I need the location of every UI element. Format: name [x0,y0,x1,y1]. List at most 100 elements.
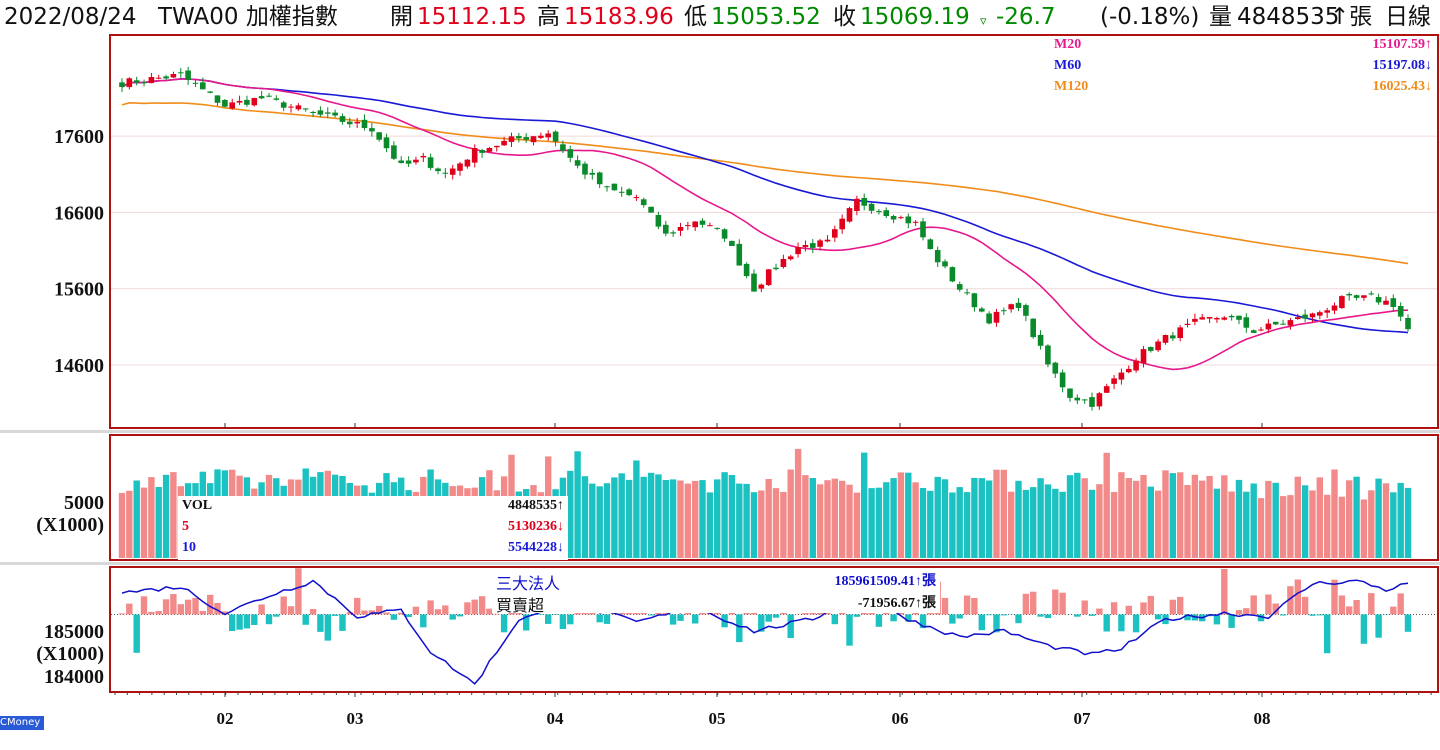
inst-bar [1154,614,1162,620]
inst-bar [1110,602,1118,615]
inst-bar [258,604,265,615]
candle-body [839,218,845,230]
volume-bar [750,492,758,558]
candle-body [332,112,338,116]
inst-bar [1279,614,1287,616]
volume-bar [1272,482,1279,558]
vol10-label: 10 [182,540,196,555]
candle-body [1184,323,1191,325]
volume-bar [993,469,1000,558]
candle-body [288,106,294,108]
volume-bar [1015,480,1022,558]
candle-body [611,183,618,191]
inst-bar [500,614,508,633]
candle-body [494,145,500,148]
inst-bar [677,614,684,621]
inst-bar [846,614,853,646]
quote-header: 2022/08/24 TWA00 加權指數 開 15112.15 高 15183… [0,0,1440,34]
candle-body [1228,315,1235,318]
volume-bar [1221,475,1228,558]
inst-bar [1118,614,1125,632]
inst-bar [1088,614,1096,616]
candle-body [655,215,662,227]
inst-bar [780,612,787,615]
inst-bar [603,614,611,624]
month-label: 07 [1074,709,1092,728]
inst-bar [941,597,949,615]
candle-body [795,247,801,255]
price-tick-label: 17600 [54,126,104,148]
candle-body [802,245,809,248]
volume-bar [1169,473,1176,558]
candle-body [663,224,669,234]
volume-bar [853,492,861,558]
candle-body [1001,310,1007,312]
inst-bar [537,614,545,615]
candle-body [1353,295,1360,298]
close-label: 收 [833,4,856,30]
volume-bar [699,480,706,558]
volume-bar [1397,482,1404,558]
candle-body [405,160,412,164]
inst-bar [1375,614,1382,638]
candle-body [538,135,544,138]
inst-bar [567,614,574,625]
candle-body [567,149,574,158]
ma-legend: M20 15107.59↑ M60 15197.08↓ M120 16025.4… [1050,37,1436,99]
inst-bar [324,614,331,641]
inst-bar [471,599,478,615]
candle-body [582,163,588,175]
candle-body [692,221,698,228]
volume-bar [772,488,780,558]
inst-bar [956,614,963,619]
volume-bar [148,477,155,558]
volume-bar [1103,452,1110,558]
candle-body [905,216,912,224]
volume-bar [155,487,162,558]
volume-bar [1088,489,1096,558]
candle-body [846,208,853,222]
candle-body [1331,305,1338,311]
volume-bar [1375,478,1382,558]
volume-bar [1052,488,1059,558]
candle-body [317,110,324,115]
month-label: 04 [547,709,565,728]
month-label: 06 [892,709,909,728]
ma20-label: M20 [1054,37,1082,52]
volume-bar [655,474,662,558]
ma120-value: 16025.43↓ [1372,79,1433,94]
open-value: 15112.15 [417,4,527,30]
inst-bar [1059,592,1066,615]
candle-body [1177,327,1183,338]
candle-body [949,267,956,282]
volume-bar [1279,496,1287,558]
candle-body [398,160,404,163]
inst-bar [133,614,140,653]
inst-bar [126,603,133,615]
volume-bar [905,472,912,558]
volume-bar [1309,490,1316,558]
volume-bar [1368,490,1375,558]
inst-bar [302,614,309,625]
candle-body [148,77,155,84]
price-tick-label: 16600 [54,202,104,224]
volume-bar [603,483,611,558]
candle-body [648,206,654,213]
volume-bar [1008,491,1015,558]
candle-body [942,261,948,267]
vol5-value: 5130236↓ [508,519,564,534]
ma60-label: M60 [1054,58,1082,73]
volume-bar [765,479,772,558]
inst-line2-label: 買賣超 [496,598,545,615]
volume-bar [758,490,765,558]
volume-bar [1044,484,1052,558]
inst-bar [1316,614,1323,616]
candle-body [824,239,831,242]
candle-body [141,82,147,84]
candle-body [545,133,551,138]
inst-bar [398,612,405,615]
volume-bar [1228,491,1235,558]
candle-body [222,100,228,107]
candle-body [677,227,684,231]
